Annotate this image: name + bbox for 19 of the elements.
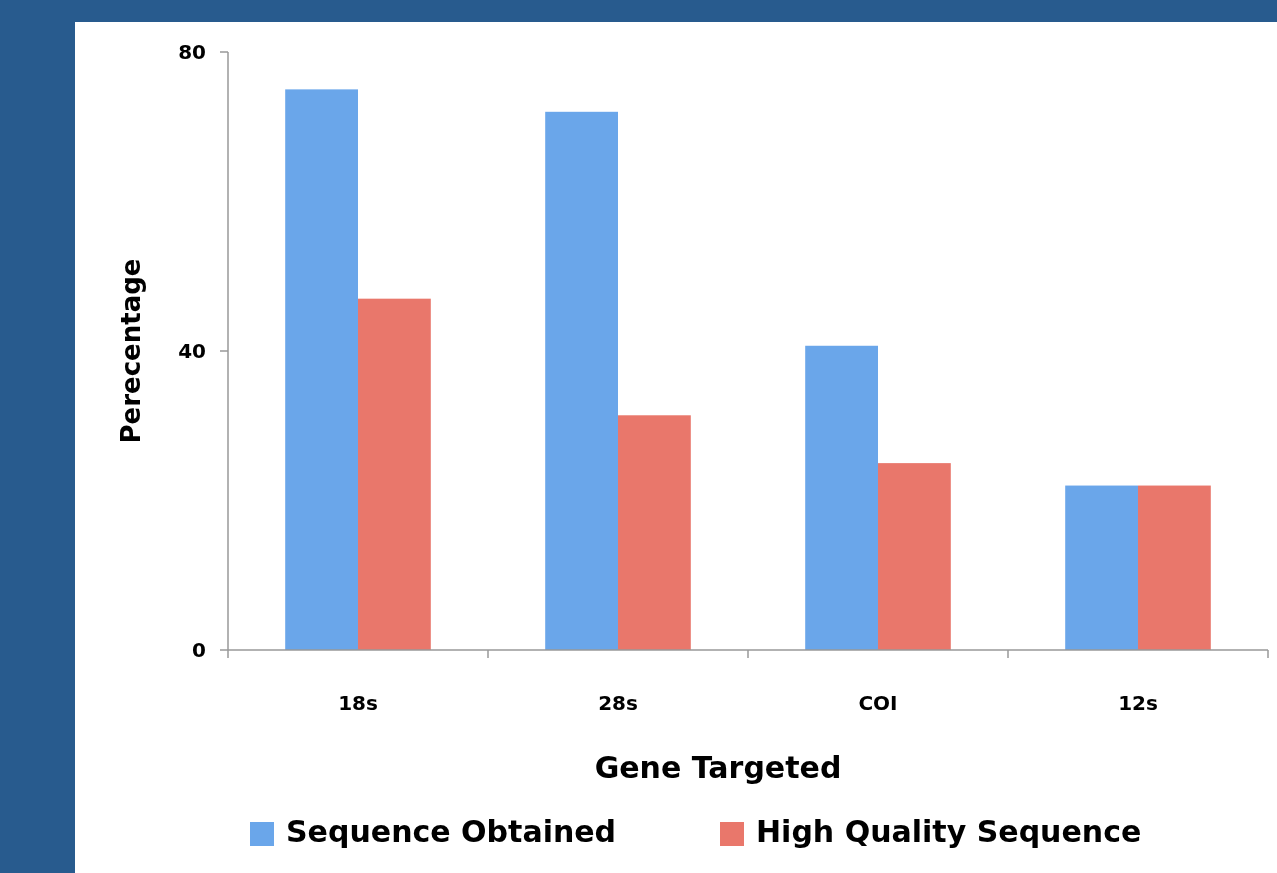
y-axis-title: Perecentage (116, 258, 146, 444)
bar (1065, 485, 1138, 650)
x-axis-title: Gene Targeted (594, 750, 842, 785)
y-tick-label: 0 (192, 638, 206, 662)
bar (1138, 485, 1211, 650)
x-tick-label: 12s (1118, 691, 1158, 715)
bar (545, 111, 618, 650)
x-tick-label: 18s (338, 691, 378, 715)
x-tick-label: 28s (598, 691, 638, 715)
bar (878, 463, 951, 650)
bar (805, 345, 878, 650)
bar (358, 298, 431, 650)
legend-label: High Quality Sequence (756, 814, 1142, 849)
y-tick-label: 40 (178, 339, 206, 363)
y-tick-label: 80 (178, 40, 206, 64)
legend-label: Sequence Obtained (286, 814, 617, 849)
bar (285, 89, 358, 650)
x-tick-label: COI (858, 691, 898, 715)
bar (618, 415, 691, 650)
